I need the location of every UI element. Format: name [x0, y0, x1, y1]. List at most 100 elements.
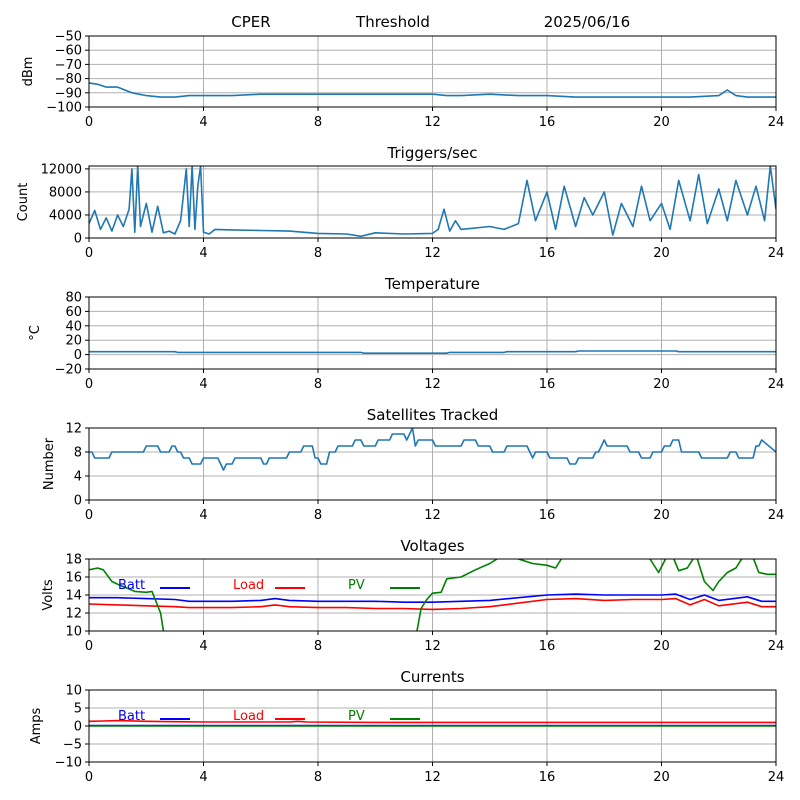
voltages-title: Voltages: [400, 537, 464, 555]
satellites-xtick-label-2: 8: [314, 508, 322, 523]
threshold-ytick-label-0: −100: [46, 101, 82, 116]
header-date: 2025/06/16: [544, 13, 630, 31]
triggers-xtick-label-4: 16: [539, 246, 556, 261]
threshold-ytick-label-3: −70: [55, 58, 82, 73]
voltages-series-load-line: [89, 597, 776, 611]
satellites-xtick-label-5: 20: [653, 508, 670, 523]
satellites-ylabel: Number: [42, 437, 57, 490]
voltages-ytick-label-4: 18: [65, 553, 82, 568]
voltages-ytick-label-1: 12: [65, 607, 82, 622]
satellites-title: Satellites Tracked: [367, 406, 498, 424]
threshold-xtick-label-5: 20: [653, 115, 670, 130]
panel-voltages: 0 4 8 12 16 20 24 10 12 14 16 18 Volts Voltages Batt Lo…: [41, 537, 784, 654]
threshold-ytick-label-4: −60: [55, 44, 82, 59]
threshold-xtick-label-1: 4: [199, 115, 207, 130]
temperature-ytick-label-2: 20: [65, 334, 82, 349]
voltages-xtick-label-1: 4: [199, 639, 207, 654]
voltages-ylabel: Volts: [41, 579, 56, 611]
triggers-ytick-label-2: 8000: [49, 185, 82, 200]
triggers-xtick-label-6: 24: [768, 246, 785, 261]
satellites-series-0-line: [89, 428, 776, 471]
currents-xtick-label-1: 4: [199, 770, 207, 785]
satellites-xtick-label-0: 0: [85, 508, 93, 523]
temperature-ylabel: °C: [28, 325, 43, 341]
voltages-ytick-label-3: 16: [65, 571, 82, 586]
threshold-xtick-label-4: 16: [539, 115, 556, 130]
triggers-ytick-label-1: 4000: [49, 208, 82, 223]
temperature-xtick-label-1: 4: [199, 377, 207, 392]
triggers-ylabel: Count: [16, 183, 31, 222]
voltages-xtick-label-5: 20: [653, 639, 670, 654]
currents-legend: Batt Load PV: [118, 709, 420, 724]
currents-legend-label-load: Load: [233, 709, 264, 724]
voltages-legend-label-pv: PV: [348, 578, 365, 593]
voltages-ytick-label-0: 10: [65, 625, 82, 640]
voltages-ytick-label-2: 14: [65, 589, 82, 604]
currents-xtick-label-6: 24: [768, 770, 785, 785]
threshold-xtick-label-0: 0: [85, 115, 93, 130]
threshold-ytick-label-5: −50: [55, 30, 82, 45]
currents-ytick-label-0: −10: [55, 756, 82, 771]
temperature-ytick-label-5: 80: [65, 291, 82, 306]
panel-triggers: 0 4 8 12 16 20 24 0 4000 8000 12000 Count Triggers/s…: [16, 144, 784, 261]
triggers-xtick-label-3: 12: [424, 246, 441, 261]
threshold-series-0-line: [89, 82, 776, 98]
triggers-xtick-label-5: 20: [653, 246, 670, 261]
currents-series-load-line: [89, 719, 776, 724]
temperature-ytick-label-1: 0: [74, 348, 82, 363]
voltages-xtick-label-4: 16: [539, 639, 556, 654]
threshold-xtick-label-2: 8: [314, 115, 322, 130]
currents-ytick-label-1: −5: [63, 738, 82, 753]
panel-currents: 0 4 8 12 16 20 24 −10 −5 0 5 10 Amps Currents Batt Load…: [29, 668, 784, 785]
voltages-series-batt-line: [89, 593, 776, 604]
voltages-xtick-label-6: 24: [768, 639, 785, 654]
satellites-xtick-label-3: 12: [424, 508, 441, 523]
satellites-ytick-label-0: 0: [74, 494, 82, 509]
satellites-xtick-label-4: 16: [539, 508, 556, 523]
currents-xtick-label-5: 20: [653, 770, 670, 785]
temperature-xtick-label-3: 12: [424, 377, 441, 392]
currents-legend-label-batt: Batt: [118, 709, 145, 724]
currents-title: Currents: [400, 668, 464, 686]
triggers-ytick-label-3: 12000: [41, 162, 82, 177]
temperature-xtick-label-6: 24: [768, 377, 785, 392]
header: CPER Threshold 2025/06/16: [231, 13, 630, 31]
threshold-xtick-label-6: 24: [768, 115, 785, 130]
threshold-ylabel: dBm: [21, 57, 36, 87]
satellites-ytick-label-3: 12: [65, 422, 82, 437]
currents-ytick-label-2: 0: [74, 720, 82, 735]
temperature-ytick-label-0: −20: [55, 363, 82, 378]
currents-xtick-label-4: 16: [539, 770, 556, 785]
voltages-xtick-label-2: 8: [314, 639, 322, 654]
voltages-xtick-label-3: 12: [424, 639, 441, 654]
currents-xtick-label-0: 0: [85, 770, 93, 785]
triggers-ytick-label-0: 0: [74, 232, 82, 247]
triggers-xtick-label-0: 0: [85, 246, 93, 261]
threshold-ytick-label-1: −90: [55, 86, 82, 101]
temperature-title: Temperature: [384, 275, 480, 293]
triggers-title: Triggers/sec: [387, 144, 478, 162]
panel-threshold: 0 4 8 12 16 20 24 −100−90−80−70−60−50 dBm: [21, 30, 784, 131]
satellites-ytick-label-1: 4: [74, 470, 82, 485]
triggers-xtick-label-1: 4: [199, 246, 207, 261]
temperature-series-0-line: [89, 350, 776, 355]
temperature-ytick-label-3: 40: [65, 319, 82, 334]
voltages-series-pv-line: [89, 559, 776, 631]
threshold-ytick-label-2: −80: [55, 72, 82, 87]
temperature-ytick-label-4: 60: [65, 305, 82, 320]
temperature-xtick-label-5: 20: [653, 377, 670, 392]
header-site: CPER: [231, 13, 270, 31]
currents-xtick-label-2: 8: [314, 770, 322, 785]
temperature-xtick-label-2: 8: [314, 377, 322, 392]
temperature-xtick-label-4: 16: [539, 377, 556, 392]
satellites-xtick-label-1: 4: [199, 508, 207, 523]
satellites-xtick-label-6: 24: [768, 508, 785, 523]
currents-xtick-label-3: 12: [424, 770, 441, 785]
voltages-legend-label-load: Load: [233, 578, 264, 593]
threshold-xtick-label-3: 12: [424, 115, 441, 130]
currents-ytick-label-4: 10: [65, 684, 82, 699]
voltages-xtick-label-0: 0: [85, 639, 93, 654]
header-mode: Threshold: [355, 13, 430, 31]
